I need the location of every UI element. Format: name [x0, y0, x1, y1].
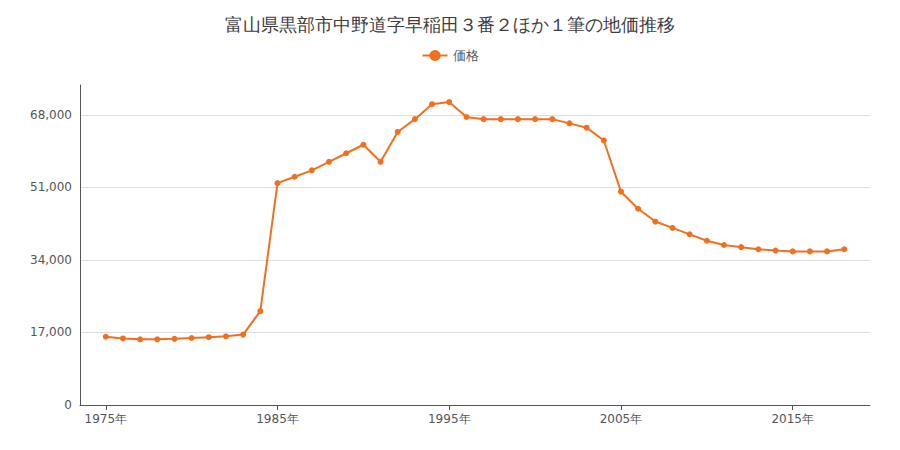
- svg-text:17,000: 17,000: [30, 325, 72, 339]
- svg-text:1995年: 1995年: [428, 412, 471, 426]
- svg-text:68,000: 68,000: [30, 108, 72, 122]
- svg-text:1985年: 1985年: [256, 412, 299, 426]
- svg-text:富山県黒部市中野道字早稲田３番２ほか１筆の地価推移: 富山県黒部市中野道字早稲田３番２ほか１筆の地価推移: [225, 14, 675, 35]
- svg-text:34,000: 34,000: [30, 253, 72, 267]
- svg-text:価格: 価格: [453, 48, 479, 63]
- svg-text:51,000: 51,000: [30, 180, 72, 194]
- svg-text:2015年: 2015年: [771, 412, 814, 426]
- svg-text:2005年: 2005年: [600, 412, 643, 426]
- svg-text:1975年: 1975年: [84, 412, 127, 426]
- svg-text:0: 0: [64, 398, 72, 412]
